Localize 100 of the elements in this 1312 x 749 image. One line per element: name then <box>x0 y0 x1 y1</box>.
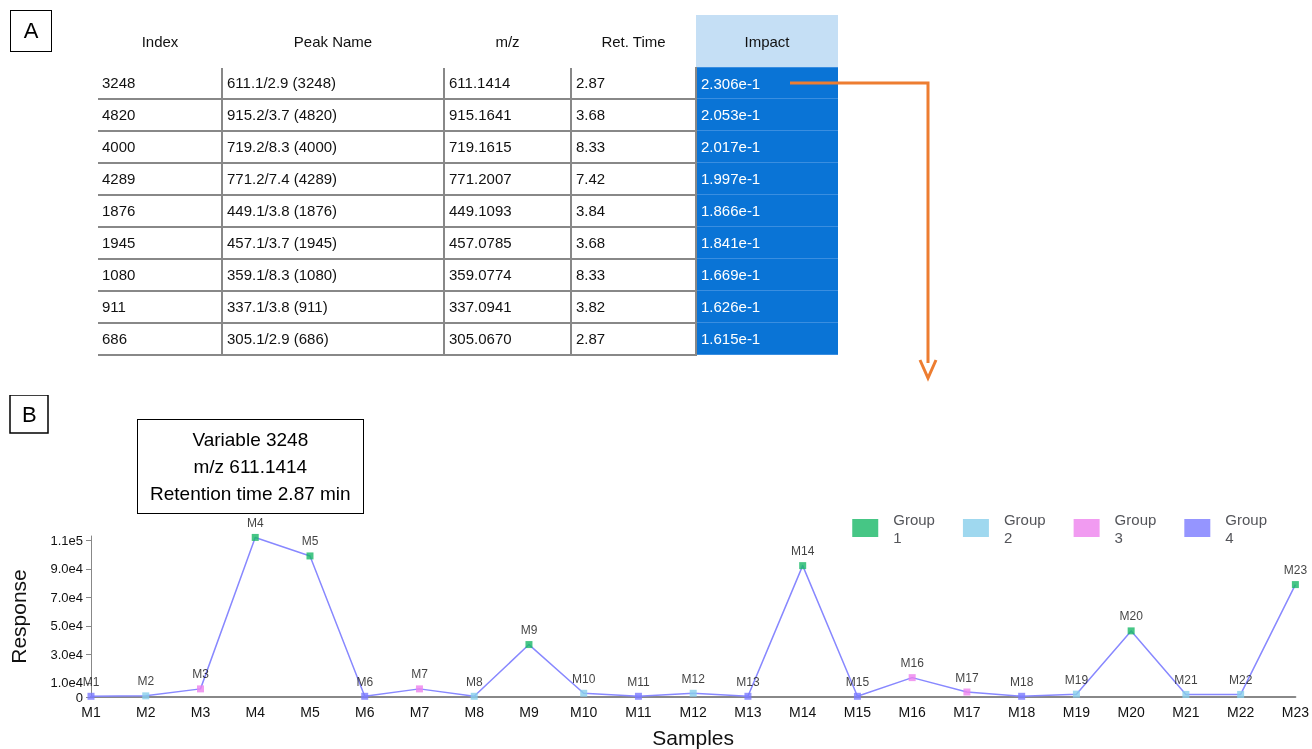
x-tick-label: M5 <box>300 704 320 720</box>
x-tick-label: M10 <box>570 704 598 720</box>
text: 911 <box>102 298 126 315</box>
legend-label: Group 2 <box>1003 510 1046 546</box>
data-label: M21 <box>1174 672 1198 687</box>
data-label: M20 <box>1119 609 1144 624</box>
x-tick-label: M19 <box>1062 704 1091 720</box>
text: Retention time 2.87 min <box>150 482 351 506</box>
data-label: M12 <box>681 671 706 686</box>
text: 3.68 <box>576 106 606 123</box>
x-tick-label: M2 <box>136 704 156 720</box>
text: 2.87 <box>576 330 606 347</box>
data-label: M11 <box>627 674 650 689</box>
text: 686 <box>102 330 128 347</box>
data-label: M2 <box>137 674 155 689</box>
text: Variable 3248 <box>191 428 310 452</box>
text: A <box>10 10 52 52</box>
x-tick-label: M1 <box>81 704 101 720</box>
data-label: M10 <box>572 671 596 686</box>
text: 4000 <box>102 138 136 155</box>
text: 719.1615 <box>449 138 512 155</box>
text: 3.82 <box>576 298 606 315</box>
y-tick-label: 1.1e5 <box>50 532 83 548</box>
text: m/z 611.1414 <box>192 455 309 479</box>
x-tick-label: M13 <box>734 704 762 720</box>
legend-label: Group 4 <box>1225 510 1268 546</box>
text: 611.1/2.9 (3248) <box>227 74 336 91</box>
text: 305.0670 <box>449 330 512 347</box>
text: 915.1641 <box>449 106 512 123</box>
x-tick-label: M15 <box>843 704 872 720</box>
text: 771.2007 <box>449 170 512 187</box>
y-tick-label: 1.0e4 <box>50 675 83 691</box>
x-tick-label: M23 <box>1281 704 1310 720</box>
x-tick-label: M16 <box>898 704 926 720</box>
data-label: M9 <box>520 623 538 638</box>
text: 337.1/3.8 (911) <box>227 298 328 315</box>
category-label: m/z <box>494 31 521 52</box>
data-label: M18 <box>1009 674 1034 689</box>
x-tick-label: M3 <box>190 704 211 720</box>
text: 1.841e-1 <box>701 234 761 251</box>
text: 3248 <box>102 74 136 91</box>
text: 3.84 <box>576 202 606 219</box>
data-label: M4 <box>246 515 264 530</box>
category-label: Ret. Time <box>600 31 667 52</box>
x-tick-label: M12 <box>679 704 708 720</box>
text: 1945 <box>102 234 136 251</box>
x-tick-label: M17 <box>953 704 981 720</box>
x-tick-label: M4 <box>245 704 266 720</box>
text: 1.866e-1 <box>701 202 761 219</box>
text: 3.68 <box>576 234 606 251</box>
text: 359.1/8.3 (1080) <box>227 266 338 283</box>
y-tick-label: 5.0e4 <box>50 618 83 634</box>
text: 2.017e-1 <box>701 138 761 155</box>
text: 8.33 <box>576 266 606 283</box>
text: 449.1/3.8 (1876) <box>227 202 338 219</box>
x-tick-label: M8 <box>464 704 485 720</box>
data-label: M8 <box>465 674 483 689</box>
category-label: Impact <box>696 15 838 68</box>
chart-title: B <box>22 401 37 427</box>
text: 1080 <box>102 266 136 283</box>
text: 719.2/8.3 (4000) <box>227 138 338 155</box>
y-tick-label: 7.0e4 <box>50 589 83 605</box>
x-tick-label: M18 <box>1008 704 1036 720</box>
data-label: M6 <box>356 674 374 689</box>
x-tick-label: M9 <box>519 704 539 720</box>
text: 4820 <box>102 106 136 123</box>
legend-label: Group 1 <box>893 510 935 546</box>
text: 1.615e-1 <box>701 330 761 347</box>
text: 8.33 <box>576 138 606 155</box>
x-tick-label: M22 <box>1227 704 1255 720</box>
x-tick-label: M14 <box>789 704 817 720</box>
text: 305.1/2.9 (686) <box>227 330 329 347</box>
text: 1.997e-1 <box>701 170 761 187</box>
text: 359.0774 <box>449 266 512 283</box>
text: 915.2/3.7 (4820) <box>227 106 338 123</box>
text: 2.053e-1 <box>701 106 761 123</box>
category-label: Peak Name <box>292 31 374 52</box>
text: 457.0785 <box>449 234 512 251</box>
text: 2.306e-1 <box>701 74 761 92</box>
data-label: M23 <box>1283 563 1308 578</box>
x-axis-title: Samples <box>652 726 735 749</box>
x-tick-label: M11 <box>625 704 652 720</box>
data-label: M14 <box>791 544 815 559</box>
x-tick-label: M7 <box>409 704 430 720</box>
text: 1876 <box>102 202 136 219</box>
text: 7.42 <box>576 170 606 187</box>
y-tick-label: 9.0e4 <box>50 561 83 577</box>
y-tick-label: 0 <box>75 689 83 705</box>
text: 1.626e-1 <box>701 298 761 315</box>
text: 457.1/3.7 (1945) <box>227 234 338 251</box>
y-tick-label: 3.0e4 <box>50 646 83 662</box>
data-label: M5 <box>301 534 319 549</box>
text: 4289 <box>102 170 136 187</box>
data-label: M16 <box>900 656 925 671</box>
data-label: M19 <box>1064 672 1089 687</box>
data-label: M17 <box>955 670 979 685</box>
x-tick-label: M21 <box>1172 704 1200 720</box>
y-axis-title: Response <box>7 569 30 664</box>
x-tick-label: M6 <box>355 704 375 720</box>
text: 449.1093 <box>449 202 512 219</box>
